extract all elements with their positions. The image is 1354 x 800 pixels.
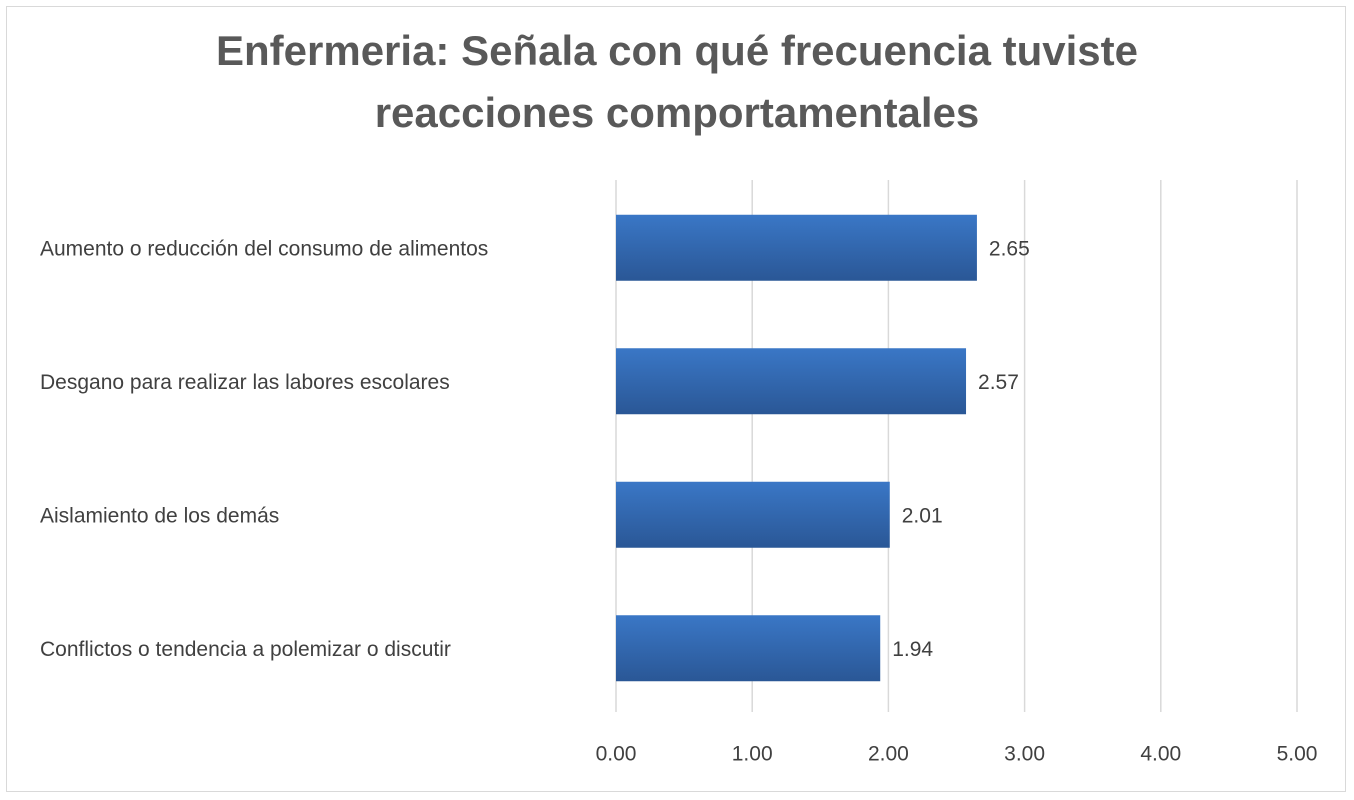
- data-label: 2.57: [978, 371, 1019, 394]
- chart-title: Enfermeria: Señala con qué frecuencia tu…: [216, 27, 1138, 136]
- x-tick-label: 3.00: [1004, 743, 1045, 766]
- data-label: 2.01: [902, 504, 943, 527]
- y-tick-label: Aumento o reducción del consumo de alime…: [40, 237, 488, 260]
- x-tick-label: 0.00: [596, 743, 637, 766]
- y-tick-label: Desgano para realizar las labores escola…: [40, 371, 450, 394]
- y-tick-label: Aislamiento de los demás: [40, 504, 279, 527]
- bar: [616, 615, 881, 682]
- data-label: 1.94: [892, 638, 933, 661]
- bar: [616, 348, 967, 415]
- data-label: 2.65: [989, 237, 1030, 260]
- x-tick-label: 5.00: [1277, 743, 1318, 766]
- bar: [616, 214, 977, 281]
- x-tick-label: 1.00: [732, 743, 773, 766]
- chart-frame: [6, 6, 1346, 792]
- x-tick-label: 4.00: [1140, 743, 1181, 766]
- bar: [616, 481, 890, 548]
- y-tick-label: Conflictos o tendencia a polemizar o dis…: [40, 638, 451, 661]
- x-tick-label: 2.00: [868, 743, 909, 766]
